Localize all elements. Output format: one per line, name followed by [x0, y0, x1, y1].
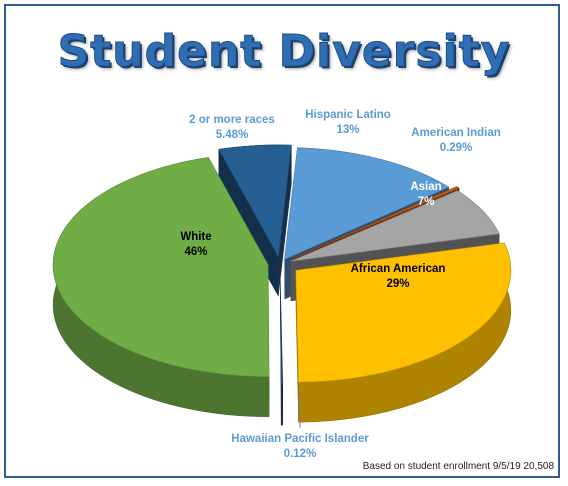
data-label-african-american: African American — [351, 263, 446, 275]
data-label-hawaiian-pacific-islander: Hawaiian Pacific Islander — [231, 433, 369, 445]
data-value-2-or-more-races: 5.48% — [216, 129, 249, 141]
data-value-hispanic-latino: 13% — [336, 124, 359, 136]
data-value-american-indian: 0.29% — [440, 142, 473, 154]
data-label-american-indian: American Indian — [411, 127, 500, 139]
data-value-african-american: 29% — [386, 278, 409, 290]
data-value-hawaiian-pacific-islander: 0.12% — [284, 448, 317, 460]
data-value-white: 46% — [184, 246, 207, 258]
data-label-2-or-more-races: 2 or more races — [189, 114, 275, 126]
footnote: Based on student enrollment 9/5/19 20,50… — [362, 461, 554, 472]
chart-title: Student Diversity — [57, 26, 511, 78]
data-label-hispanic-latino: Hispanic Latino — [305, 109, 391, 121]
data-value-asian: 7% — [418, 196, 435, 208]
data-label-asian: Asian — [410, 181, 441, 193]
pie-slice-hawaiian-pacific-islander — [279, 273, 284, 426]
data-label-white: White — [180, 231, 211, 243]
pie-slice-african-american — [295, 242, 512, 423]
pie-slice-white — [52, 157, 270, 417]
